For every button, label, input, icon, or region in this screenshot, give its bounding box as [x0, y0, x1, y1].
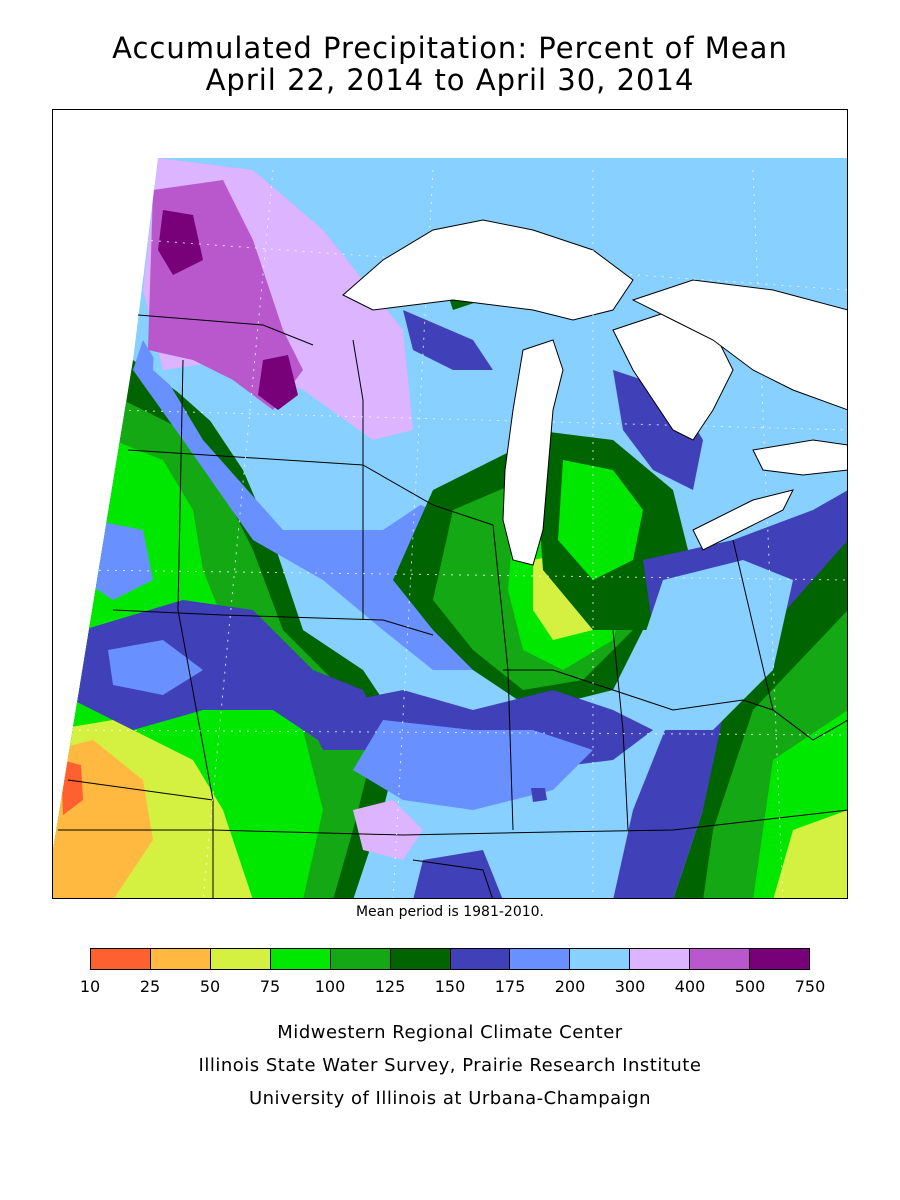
- legend-tick-label: 100: [314, 977, 346, 996]
- legend-tick-label: 400: [674, 977, 706, 996]
- credit-isws: Illinois State Water Survey, Prairie Res…: [198, 1055, 702, 1076]
- lake-superior: [342, 219, 634, 321]
- credit-uiuc: University of Illinois at Urbana-Champai…: [248, 1088, 652, 1109]
- legend-swatch-5: [390, 949, 451, 969]
- legend-swatch-4: [330, 949, 391, 969]
- great-lakes: [342, 219, 847, 566]
- legend-swatch-9: [630, 949, 691, 969]
- legend-tick-label: 175: [494, 977, 526, 996]
- mean-period-note: Mean period is 1981-2010.: [355, 904, 545, 920]
- legend-swatch-6: [450, 949, 511, 969]
- legend-tick-label: 500: [734, 977, 766, 996]
- legend-swatch-10: [690, 949, 751, 969]
- credit-mrcc: Midwestern Regional Climate Center: [277, 1022, 623, 1043]
- precipitation-map: [52, 109, 848, 899]
- legend-tick-label: 25: [139, 977, 161, 996]
- legend-tick-label: 75: [259, 977, 281, 996]
- legend-swatch-11: [750, 949, 810, 969]
- legend-tick-label: 50: [199, 977, 221, 996]
- map-date-range: April 22, 2014 to April 30, 2014: [205, 63, 695, 97]
- legend-swatch-2: [210, 949, 271, 969]
- lake-ontario: [752, 439, 847, 476]
- legend-swatch-0: [91, 949, 151, 969]
- legend-tick-label: 300: [614, 977, 646, 996]
- lake-erie: [692, 489, 794, 551]
- lake-michigan: [502, 339, 564, 566]
- state-boundaries: [58, 314, 847, 898]
- graticule: [62, 169, 847, 898]
- legend-swatch-8: [570, 949, 631, 969]
- legend-tick-label: 150: [434, 977, 466, 996]
- color-legend-bar: [90, 948, 810, 970]
- precip-contours: [53, 158, 847, 898]
- legend-tick-label: 750: [794, 977, 826, 996]
- legend-tick-label: 125: [374, 977, 406, 996]
- legend-tick-label: 10: [79, 977, 101, 996]
- color-legend-labels: 10 25 50 75 100 125 150 175 200 300 400 500 750: [0, 977, 900, 999]
- legend-swatch-3: [270, 949, 331, 969]
- legend-swatch-1: [150, 949, 211, 969]
- legend-tick-label: 200: [554, 977, 586, 996]
- map-title: Accumulated Precipitation: Percent of Me…: [112, 31, 788, 65]
- legend-swatch-7: [510, 949, 571, 969]
